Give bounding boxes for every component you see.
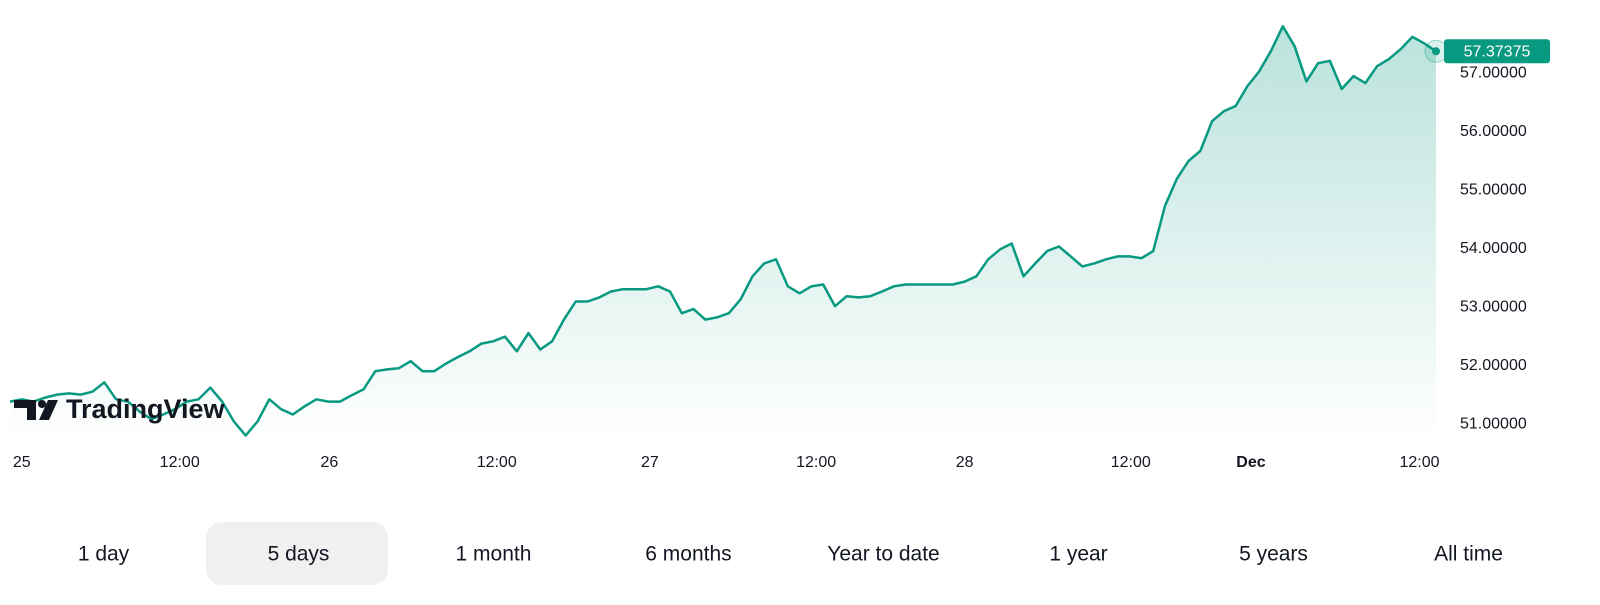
range-button[interactable]: 5 years xyxy=(1239,543,1308,566)
range-button[interactable]: 6 months xyxy=(645,543,731,566)
last-point xyxy=(1432,47,1440,56)
price-line xyxy=(9,25,1437,437)
price-badge xyxy=(1444,39,1550,64)
y-tick-label: 51.00000 xyxy=(1460,416,1527,433)
range-button[interactable]: 1 year xyxy=(1049,543,1107,566)
x-tick-label: 25 xyxy=(13,454,31,471)
x-tick-label: 12:00 xyxy=(796,454,836,471)
range-button[interactable]: Year to date xyxy=(827,543,940,566)
logo: TradingView xyxy=(14,394,226,424)
x-tick-label: 12:00 xyxy=(477,454,517,471)
x-tick-label: 27 xyxy=(641,454,659,471)
range-button[interactable]: 1 day xyxy=(78,543,130,566)
selected-range-bg xyxy=(206,522,388,585)
x-tick-label: 12:00 xyxy=(160,454,200,471)
price-badge-label: 57.37375 xyxy=(1464,44,1531,61)
y-tick-label: 54.00000 xyxy=(1460,240,1527,257)
x-tick-label: 28 xyxy=(956,454,974,471)
x-tick-label: 12:00 xyxy=(1399,454,1439,471)
y-tick-label: 53.00000 xyxy=(1460,299,1527,316)
x-tick-label: 12:00 xyxy=(1111,454,1151,471)
range-button[interactable]: All time xyxy=(1434,543,1503,566)
y-tick-label: 52.00000 xyxy=(1460,357,1527,374)
y-tick-label: 57.00000 xyxy=(1460,64,1527,81)
range-button[interactable]: 1 month xyxy=(456,543,532,566)
y-tick-label: 56.00000 xyxy=(1460,123,1527,140)
plot xyxy=(9,25,1448,443)
watermark: TradingView xyxy=(66,394,226,424)
y-tick-label: 55.00000 xyxy=(1460,181,1527,198)
range-button[interactable]: 5 days xyxy=(268,543,330,566)
x-tick-label: Dec xyxy=(1236,454,1265,471)
area xyxy=(10,26,1436,443)
x-tick-label: 26 xyxy=(320,454,338,471)
